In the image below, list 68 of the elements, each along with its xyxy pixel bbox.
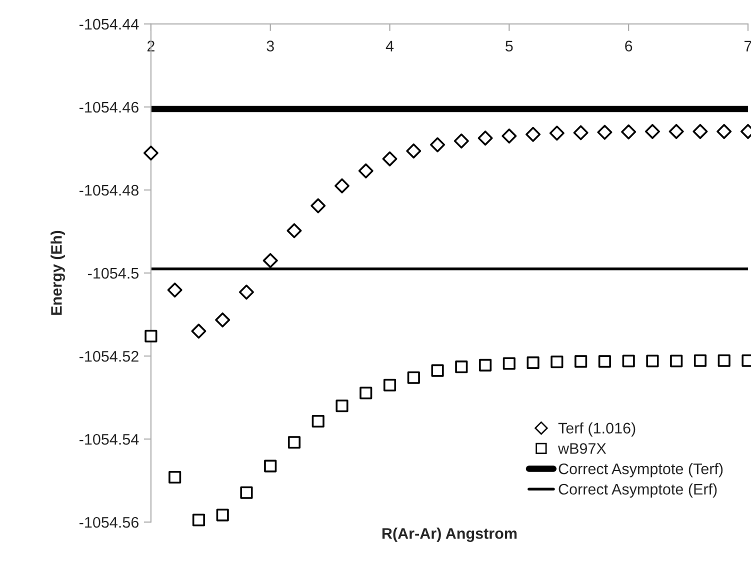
- point: [168, 470, 182, 484]
- y-tick-label: -1054.5: [88, 268, 139, 279]
- y-tick-label: -1054.48: [80, 184, 138, 196]
- point: [192, 514, 205, 526]
- x-tick-label: 7: [744, 40, 751, 52]
- point: [668, 124, 684, 139]
- point: [670, 354, 683, 368]
- point: [383, 378, 396, 392]
- point: [478, 130, 493, 146]
- point: [264, 460, 277, 472]
- point: [622, 354, 635, 368]
- point: [358, 163, 374, 178]
- x-tick-label: 3: [266, 40, 274, 52]
- point: [574, 355, 588, 368]
- point: [598, 355, 611, 368]
- point: [310, 198, 326, 214]
- point: [431, 364, 444, 377]
- point: [692, 124, 708, 139]
- point: [716, 124, 732, 139]
- point: [597, 124, 612, 140]
- point: [718, 354, 730, 367]
- y-tick-label: -1054.46: [80, 102, 138, 113]
- point: [240, 486, 253, 499]
- point: [455, 360, 468, 374]
- point: [215, 312, 230, 328]
- point: [644, 124, 660, 139]
- point: [621, 124, 636, 140]
- point: [550, 356, 564, 368]
- point: [573, 125, 588, 140]
- point: [526, 126, 541, 142]
- point: [216, 508, 229, 522]
- point: [167, 282, 182, 298]
- point: [502, 357, 516, 370]
- point: [191, 324, 206, 339]
- point: [694, 354, 707, 367]
- y-tick-label: -1054.44: [80, 18, 139, 30]
- legend-label: Terf (1.016): [558, 422, 636, 437]
- point: [360, 386, 372, 400]
- point: [288, 436, 301, 449]
- point: [334, 178, 350, 194]
- point: [144, 330, 158, 342]
- legend-label: Correct Asymptote (Erf): [558, 483, 717, 498]
- point: [454, 134, 469, 149]
- legend-label: wB97X: [558, 443, 606, 454]
- point: [646, 354, 659, 368]
- y-tick-label: -1054.52: [80, 350, 138, 362]
- x-axis-title: R(Ar-Ar) Angstrom: [382, 528, 517, 542]
- point: [407, 371, 420, 384]
- x-tick-label: 5: [506, 40, 513, 52]
- point: [526, 356, 540, 369]
- point: [406, 143, 422, 158]
- point: [312, 414, 324, 428]
- point: [336, 400, 348, 412]
- point: [143, 146, 158, 161]
- y-axis-title: Energy (Eh): [50, 230, 65, 315]
- point: [502, 128, 517, 144]
- point: [479, 358, 492, 372]
- point: [382, 151, 398, 166]
- point: [430, 137, 446, 152]
- y-tick-label: -1054.54: [80, 434, 139, 445]
- x-tick-label: 6: [625, 40, 632, 52]
- point: [549, 126, 564, 141]
- y-tick-label: -1054.56: [80, 516, 138, 528]
- legend-label: Correct Asymptote (Terf): [558, 463, 723, 478]
- point: [262, 253, 278, 268]
- point: [286, 223, 302, 238]
- x-tick-label: 4: [386, 40, 394, 52]
- point: [238, 284, 254, 300]
